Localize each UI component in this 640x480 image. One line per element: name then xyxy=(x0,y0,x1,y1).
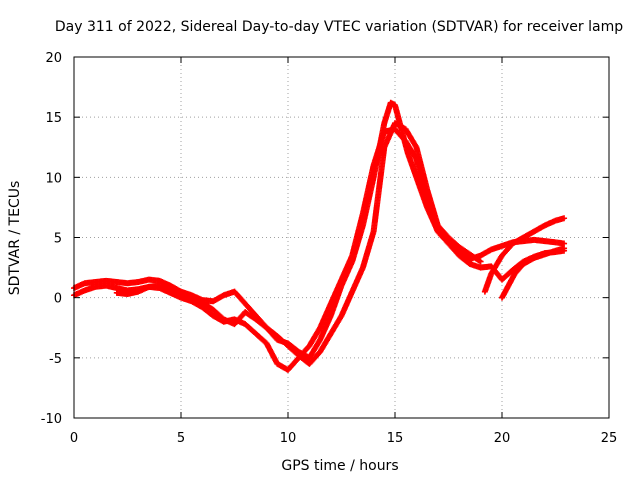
series-track-d xyxy=(481,215,568,295)
series-track-c xyxy=(113,120,484,367)
data-point-track-d-79 xyxy=(561,215,568,222)
x-tick-label-4: 20 xyxy=(494,431,511,446)
y-tick-labels: -10 -5 0 5 10 15 20 xyxy=(41,51,62,427)
y-tick-label-6: 20 xyxy=(45,51,62,66)
grid-lines xyxy=(74,57,609,418)
y-tick-label-1: -5 xyxy=(49,352,62,367)
x-tick-label-2: 10 xyxy=(280,431,297,446)
chart-title: Day 311 of 2022, Sidereal Day-to-day VTE… xyxy=(55,19,623,35)
series-track-e xyxy=(499,245,568,301)
data-point-track-c-454 xyxy=(477,258,484,265)
data-point-track-c-453 xyxy=(476,257,483,264)
y-tick-label-4: 10 xyxy=(45,171,62,186)
x-tick-labels: 0 5 10 15 20 25 xyxy=(70,431,617,446)
y-tick-label-3: 5 xyxy=(54,232,62,247)
y-axis-label: SDTVAR / TECUs xyxy=(7,181,23,296)
x-tick-label-0: 0 xyxy=(70,431,78,446)
y-tick-label-0: -10 xyxy=(41,412,62,427)
x-axis-label: GPS time / hours xyxy=(281,458,398,474)
y-tick-label-5: 15 xyxy=(45,111,62,126)
data-marks xyxy=(71,99,568,373)
tick-marks xyxy=(73,56,610,419)
x-tick-label-3: 15 xyxy=(387,431,404,446)
data-point-track-e-60 xyxy=(561,245,568,252)
y-tick-label-2: 0 xyxy=(54,292,62,307)
x-tick-label-1: 5 xyxy=(177,431,185,446)
x-tick-label-5: 25 xyxy=(601,431,618,446)
